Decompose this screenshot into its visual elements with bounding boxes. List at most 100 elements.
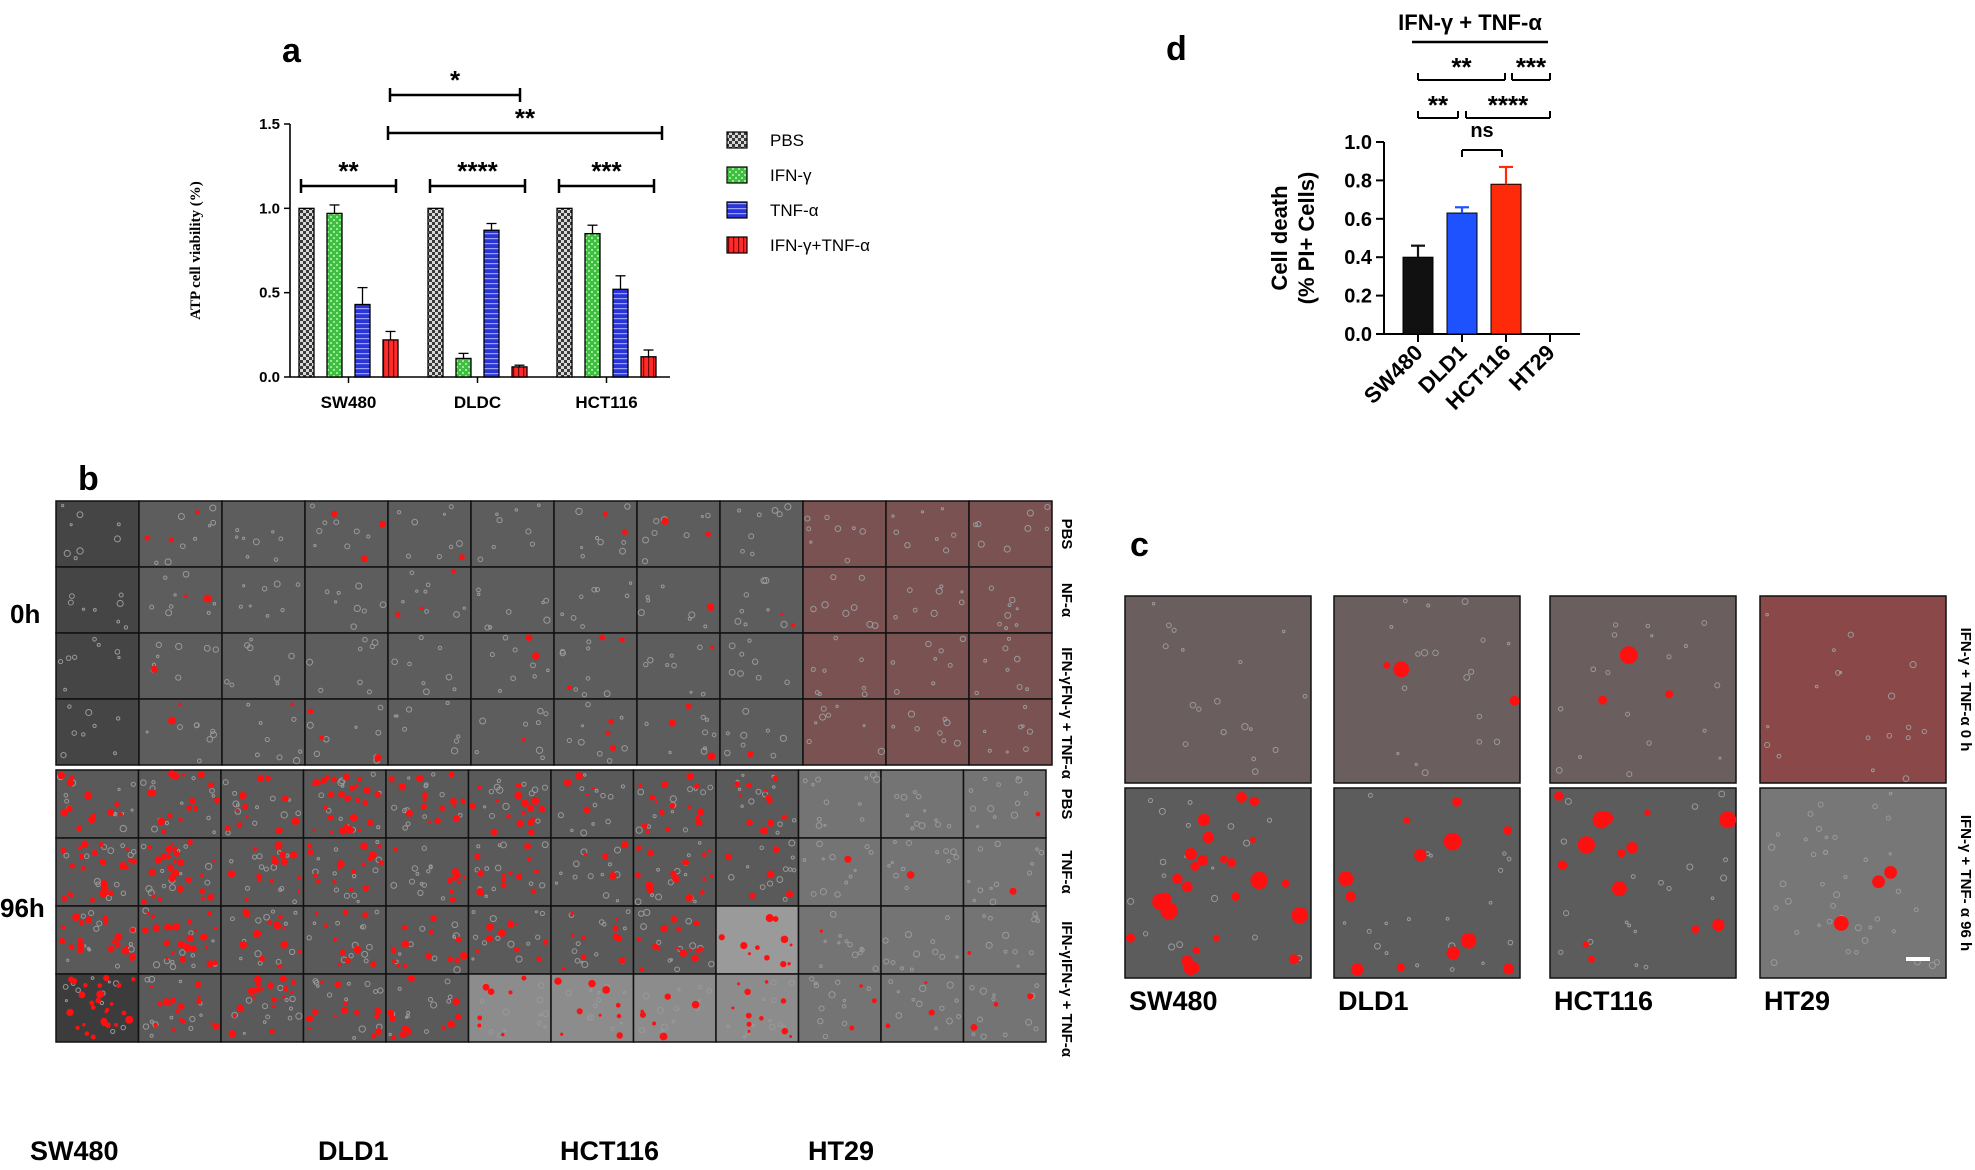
cell — [784, 503, 792, 511]
pi-positive-cell — [602, 986, 610, 994]
cell — [1605, 670, 1611, 676]
pi-positive-cell — [495, 799, 499, 803]
pi-positive-cell — [664, 993, 671, 1000]
cell — [1005, 667, 1010, 672]
cell — [154, 560, 159, 565]
cell — [610, 1026, 615, 1032]
cell — [977, 540, 985, 548]
cell — [574, 957, 581, 964]
cell — [182, 570, 190, 578]
pi-positive-cell — [327, 791, 335, 799]
cell — [1248, 727, 1253, 732]
cell — [298, 749, 303, 754]
cell — [1507, 939, 1514, 946]
pi-positive-cell — [354, 784, 359, 789]
cell — [1865, 735, 1871, 741]
cell — [1587, 938, 1594, 945]
cell — [496, 517, 503, 524]
pi-positive-cell — [144, 535, 151, 541]
cell — [63, 687, 68, 692]
pi-positive-cell — [290, 979, 296, 985]
micrograph-tile — [55, 905, 140, 975]
pi-positive-cell — [252, 996, 256, 1000]
pi-positive-cell — [570, 911, 575, 916]
cell — [64, 798, 70, 804]
cell — [63, 792, 69, 798]
cell — [987, 748, 992, 753]
y-axis-label-line1: Cell death — [1267, 185, 1292, 290]
cell — [559, 871, 563, 876]
cell — [559, 649, 566, 657]
cell — [402, 825, 408, 831]
cell — [206, 815, 211, 821]
pi-positive-cell — [746, 1021, 752, 1027]
cell — [477, 592, 481, 597]
pi-positive-cell — [267, 920, 273, 925]
cell — [1241, 722, 1249, 731]
cell — [809, 976, 815, 982]
cell — [374, 909, 380, 915]
pi-positive-cell — [150, 914, 155, 919]
cell — [824, 514, 830, 521]
cell — [405, 706, 413, 713]
bar-PBS — [427, 207, 444, 378]
cell — [1564, 797, 1572, 805]
pi-positive-cell — [402, 924, 408, 931]
cell — [976, 824, 980, 829]
cell — [594, 952, 599, 957]
cell — [554, 881, 559, 885]
cell — [751, 658, 759, 665]
pi-positive-cell — [121, 1010, 127, 1016]
x-tick-label: SW480 — [1359, 340, 1428, 409]
cell — [252, 820, 258, 826]
cell — [1468, 668, 1475, 675]
cell — [258, 864, 265, 870]
cell — [688, 611, 696, 619]
pi-positive-cell — [210, 1022, 214, 1025]
pi-positive-cell — [165, 845, 173, 854]
micrograph-tile — [802, 698, 887, 766]
cell — [474, 866, 481, 873]
pi-positive-cell — [391, 1035, 396, 1040]
pi-positive-cell — [173, 851, 180, 857]
pi-positive-cell — [427, 820, 431, 824]
pi-positive-cell — [450, 797, 457, 805]
pi-positive-cell — [1027, 993, 1034, 1000]
cell — [687, 786, 694, 793]
pi-positive-cell — [1035, 811, 1041, 817]
cell — [842, 609, 850, 617]
pi-positive-cell — [360, 555, 368, 563]
pi-positive-cell — [195, 510, 200, 515]
cell — [745, 865, 750, 869]
cell — [510, 675, 516, 682]
cell — [1839, 670, 1843, 675]
pi-positive-cell — [170, 997, 176, 1004]
cell — [656, 939, 662, 945]
cell — [312, 978, 319, 984]
cell — [619, 1021, 623, 1025]
pi-positive-cell — [96, 990, 105, 999]
pi-positive-cell — [228, 1030, 237, 1038]
cell — [484, 624, 491, 631]
pi-positive-cell — [362, 884, 370, 892]
cell — [890, 860, 894, 865]
pi-positive-cell — [1184, 847, 1197, 861]
row-label-96h: IFN-γ — [1058, 921, 1075, 959]
cell — [871, 622, 879, 629]
pi-positive-cell — [399, 1031, 407, 1039]
pi-positive-cell — [279, 851, 287, 859]
pi-positive-cell — [99, 858, 107, 866]
pi-positive-cell — [131, 977, 136, 982]
pi-positive-cell — [694, 783, 700, 789]
cell — [972, 898, 977, 903]
cell — [333, 847, 339, 852]
pi-positive-cell — [747, 751, 754, 758]
pi-positive-cell — [374, 1013, 380, 1019]
pi-positive-cell — [514, 791, 523, 800]
cell — [92, 723, 97, 729]
cell — [683, 532, 690, 539]
cell — [951, 532, 957, 538]
cell — [1563, 910, 1570, 917]
pi-positive-cell — [95, 997, 101, 1004]
cell — [338, 816, 343, 822]
